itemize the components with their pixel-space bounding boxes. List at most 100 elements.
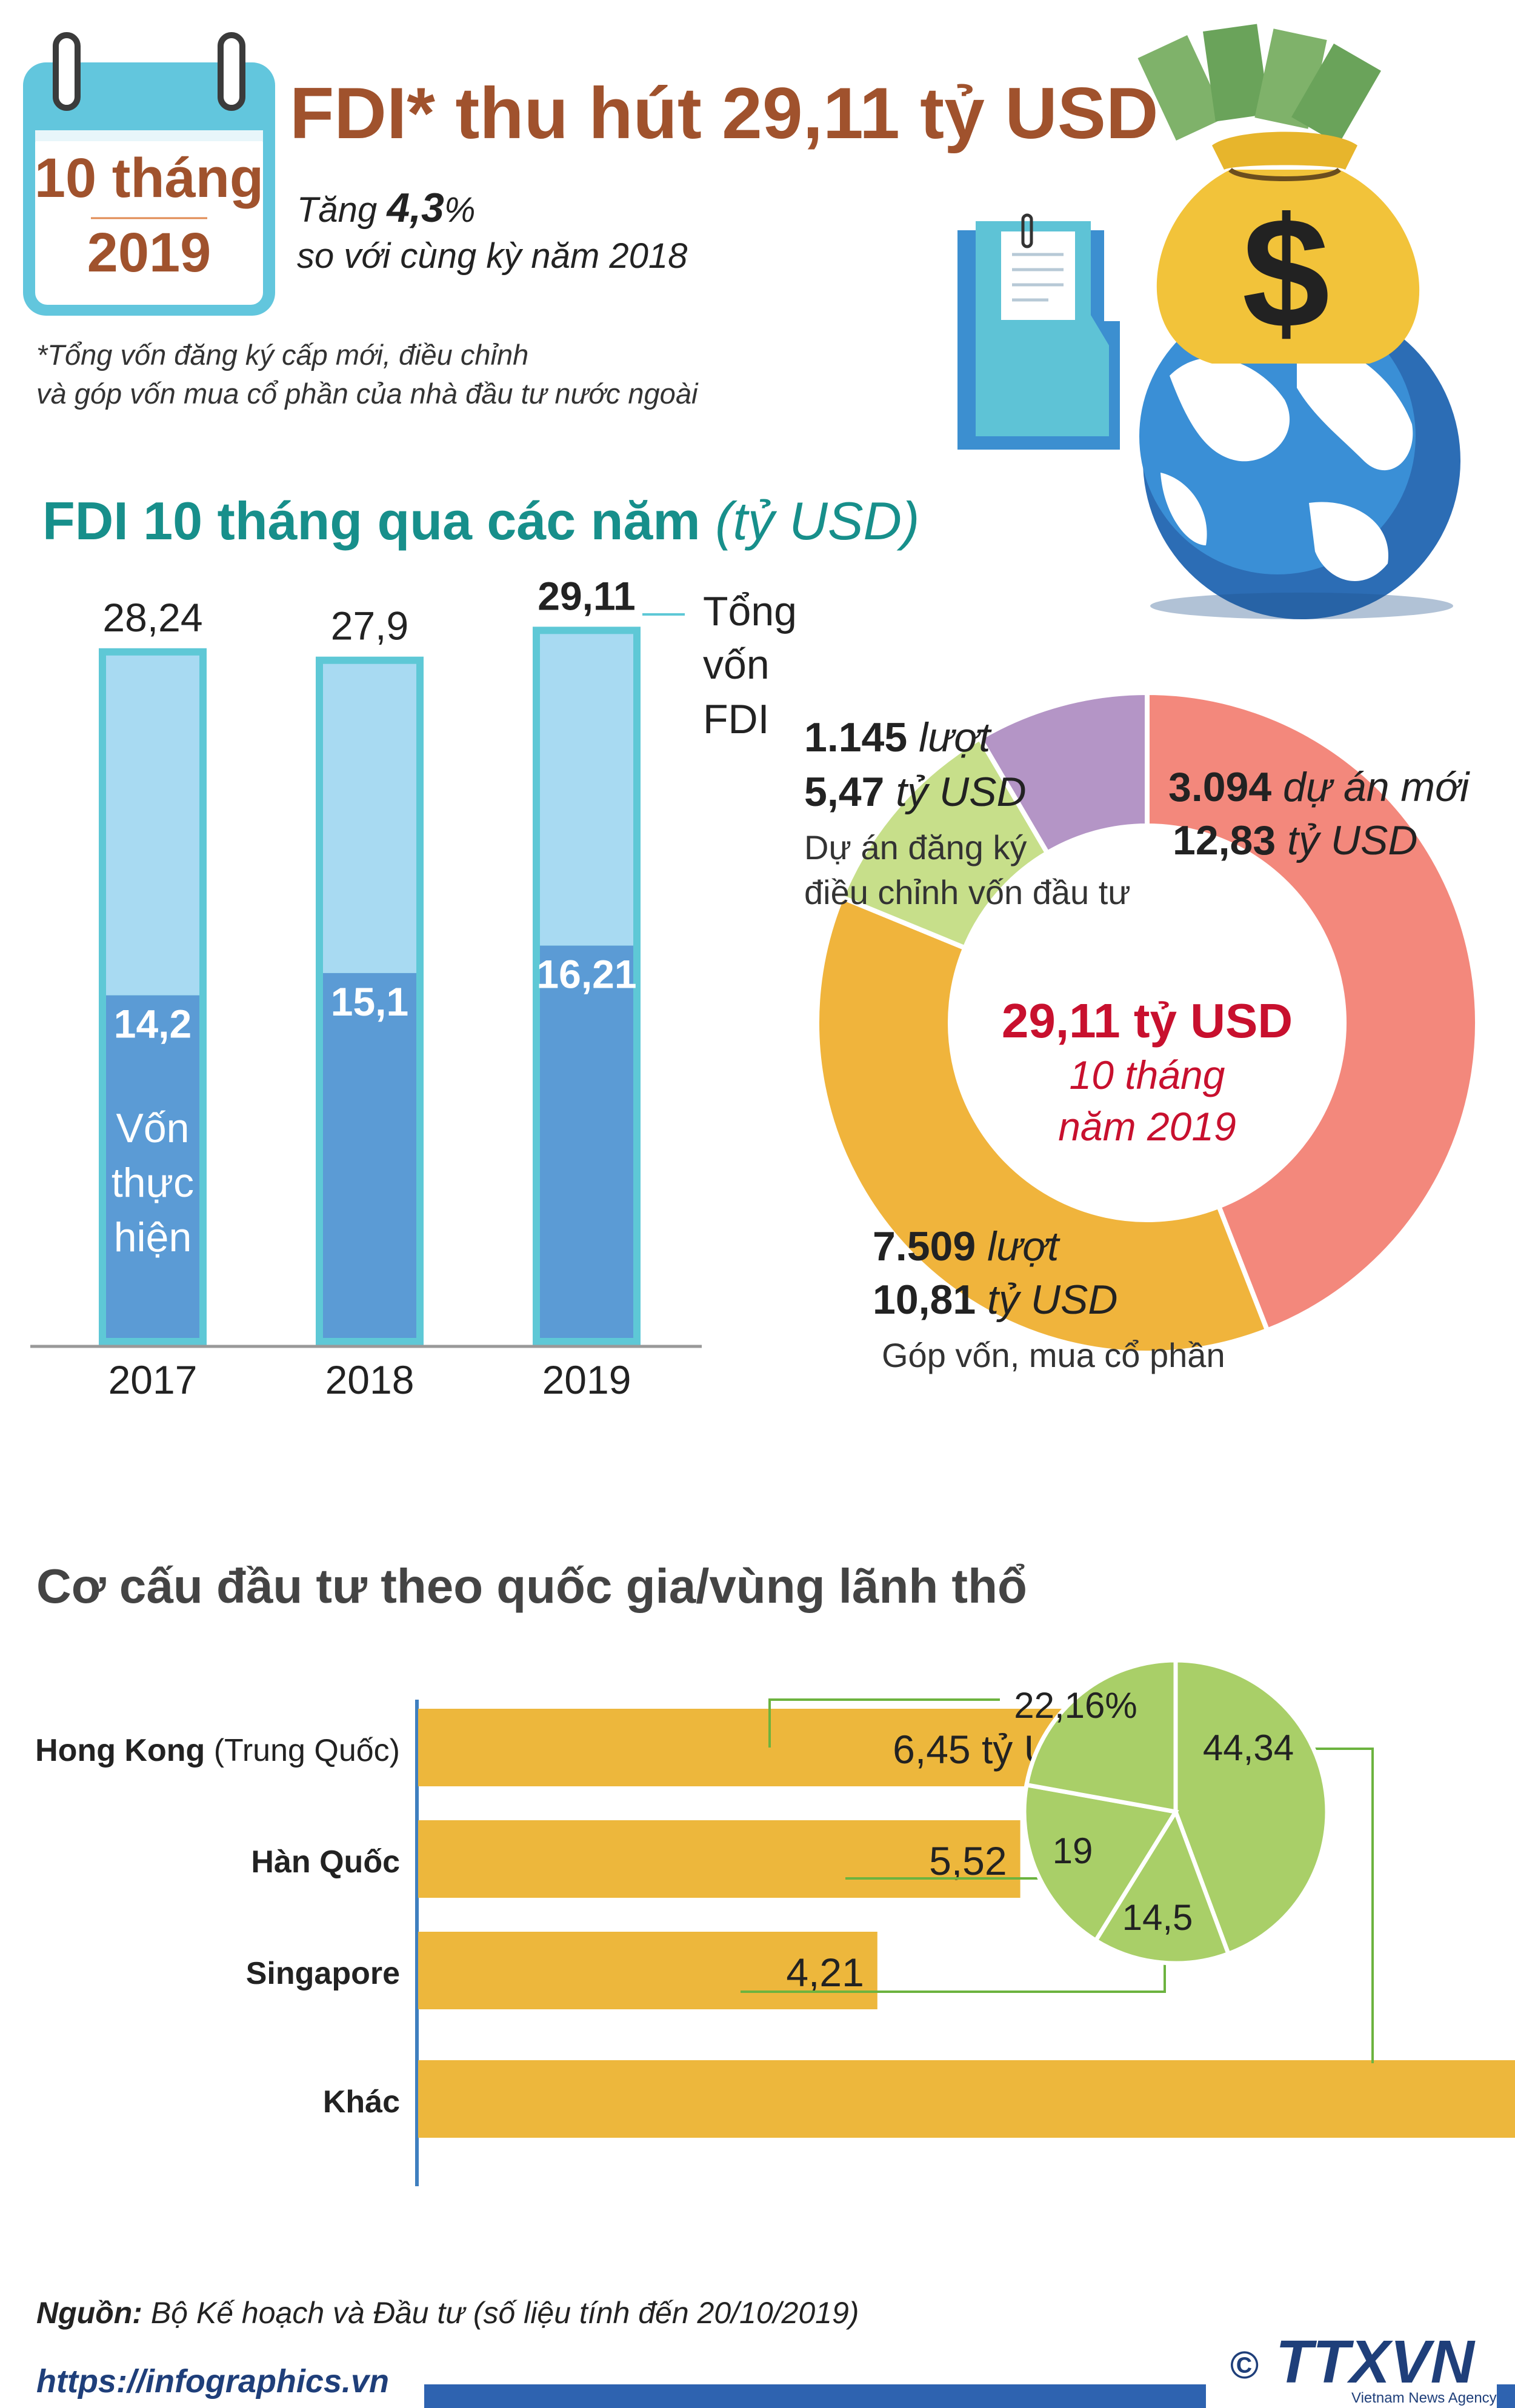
adjusted-count-value: 1.145: [804, 714, 907, 760]
folder-icon: [957, 213, 1120, 450]
bar-total: [323, 664, 416, 973]
legend-realized-3: hiện: [114, 1214, 192, 1260]
donut-slice: [976, 690, 1150, 857]
legend-realized-1: Vốn: [116, 1105, 190, 1151]
x-tick-label: 2019: [542, 1357, 631, 1402]
donut-slice: [1145, 690, 1480, 1334]
calendar-year: 2019: [87, 222, 211, 284]
adjusted-desc-2: điều chỉnh vốn đầu tư: [804, 873, 1131, 911]
adjusted-value-num: 5,47: [804, 769, 884, 815]
country-label: Hàn Quốc: [251, 1844, 400, 1880]
adjusted-count: 1.145 lượt: [804, 714, 992, 760]
money-bag-icon: $: [1137, 24, 1420, 364]
share-pie-label: 22,16%: [1014, 1685, 1137, 1726]
bar-realized-label: 16,21: [536, 952, 636, 997]
calendar-month: 10 tháng: [35, 147, 264, 209]
adjusted-count-unit: lượt: [919, 714, 992, 760]
new-projects-value: 12,83 tỷ USD: [1173, 817, 1417, 863]
page-title: FDI* thu hút 29,11 tỷ USD: [290, 73, 1159, 154]
globe-icon: [1139, 298, 1460, 619]
footnote-line-1: *Tổng vốn đăng ký cấp mới, điều chỉnh: [36, 339, 528, 371]
new-projects-count-unit: dự án mới: [1283, 764, 1470, 810]
share-pie-slice: [1022, 1782, 1179, 1944]
footnote-line-2: và góp vốn mua cổ phần của nhà đầu tư nư…: [36, 377, 699, 410]
adjusted-value-unit: tỷ USD: [896, 769, 1026, 815]
footer-url-bg: [0, 2354, 424, 2408]
country-bar-value: 4,21: [786, 1950, 864, 1995]
donut-center-line2: 10 tháng: [1070, 1053, 1225, 1097]
footer-logo-bg: [1206, 2345, 1497, 2408]
bar-total: [106, 655, 199, 996]
adjusted-desc-1: Dự án đăng ký: [804, 828, 1027, 866]
donut-center-line3: năm 2019: [1058, 1104, 1236, 1149]
agency-logo-sub: Vietnam News Agency: [1351, 2390, 1497, 2406]
country-label: Singapore: [246, 1956, 400, 1991]
share-pie-label: 14,5: [1122, 1897, 1193, 1938]
share-pie-label: 19: [1053, 1831, 1093, 1871]
footer-url[interactable]: https://infographics.vn: [36, 2363, 389, 2400]
capital-count: 7.509 lượt: [873, 1223, 1060, 1269]
adjusted-value: 5,47 tỷ USD: [804, 769, 1027, 815]
share-pie-label: 44,34: [1203, 1728, 1294, 1768]
bar-total-label: 27,9: [331, 604, 408, 648]
bar-chart-plot: 28,24 14,2 2017 27,9 15,1 2018 29,11 16,21 2019: [99, 573, 641, 1402]
capital-desc: Góp vốn, mua cổ phần: [882, 1336, 1225, 1374]
share-pie-slice: [1093, 1807, 1231, 1966]
x-tick-label: 2017: [108, 1357, 198, 1402]
country-bar: [418, 1932, 877, 2009]
source-text: Bộ Kế hoạch và Đầu tư (số liệu tính đến …: [142, 2296, 859, 2330]
share-pie-slice: [1173, 1658, 1330, 1957]
donut-center-value: 29,11 tỷ USD: [1002, 994, 1293, 1048]
bar-realized-label: 14,2: [114, 1002, 191, 1046]
agency-logo: TTXVN: [1276, 2328, 1476, 2396]
bar-total-label: 28,24: [102, 595, 202, 640]
legend-realized-2: thực: [112, 1160, 194, 1206]
new-projects-value-unit: tỷ USD: [1287, 817, 1417, 863]
bar-chart-title: FDI 10 tháng qua các năm (tỷ USD): [42, 491, 919, 551]
country-label: Khác: [323, 2084, 400, 2120]
country-section-title: Cơ cấu đầu tư theo quốc gia/vùng lãnh th…: [36, 1559, 1027, 1613]
dollar-sign-glyph: $: [1242, 185, 1330, 361]
bar-realized: [106, 995, 199, 1338]
donut-slice: [814, 894, 1271, 1355]
copyright-icon: ©: [1230, 2343, 1259, 2387]
leader-hongkong: [768, 1698, 1000, 1748]
bar-total-label: 29,11: [538, 573, 636, 618]
bar-realized: [323, 973, 416, 1338]
country-bar: [418, 2060, 1515, 2138]
x-tick-label: 2018: [325, 1357, 415, 1402]
capital-value-num: 10,81: [873, 1277, 976, 1323]
growth-prefix: Tăng: [297, 190, 387, 230]
country-share-pie: 44,34 14,5 19 22,16%: [1014, 1658, 1330, 1966]
calendar-icon: [23, 32, 275, 316]
leader-other: [1297, 1748, 1374, 2063]
capital-count-unit: lượt: [987, 1223, 1060, 1269]
bar-chart-title-unit: (tỷ USD): [715, 491, 919, 551]
share-pie-slice: [1024, 1658, 1178, 1815]
capital-value: 10,81 tỷ USD: [873, 1277, 1117, 1323]
country-bar-value: 5,52: [929, 1838, 1007, 1883]
growth-unit: %: [444, 190, 476, 230]
growth-line: Tăng 4,3%: [297, 185, 475, 231]
bar-total: [540, 634, 633, 946]
country-bar: [418, 1820, 1021, 1898]
country-label: Hong Kong (Trung Quốc): [35, 1733, 400, 1768]
donut-chart: [814, 690, 1480, 1355]
new-projects-count-value: 3.094: [1168, 764, 1271, 810]
new-projects-count: 3.094 dự án mới: [1168, 764, 1470, 810]
new-projects-value-num: 12,83: [1173, 817, 1276, 863]
capital-count-value: 7.509: [873, 1223, 976, 1269]
legend-total-1: Tổng: [703, 588, 797, 634]
bar-realized: [540, 945, 633, 1338]
source-label: Nguồn:: [36, 2296, 142, 2330]
bar-realized-label: 15,1: [331, 979, 408, 1024]
legend-total-2: vốn: [703, 642, 770, 688]
growth-value: 4,3: [385, 185, 444, 231]
legend-total-3: FDI: [703, 696, 770, 742]
growth-compare: so với cùng kỳ năm 2018: [297, 236, 687, 276]
bar-chart-title-main: FDI 10 tháng qua các năm: [42, 491, 701, 551]
source-line: Nguồn: Bộ Kế hoạch và Đầu tư (số liệu tí…: [36, 2296, 859, 2330]
capital-value-unit: tỷ USD: [987, 1277, 1117, 1323]
